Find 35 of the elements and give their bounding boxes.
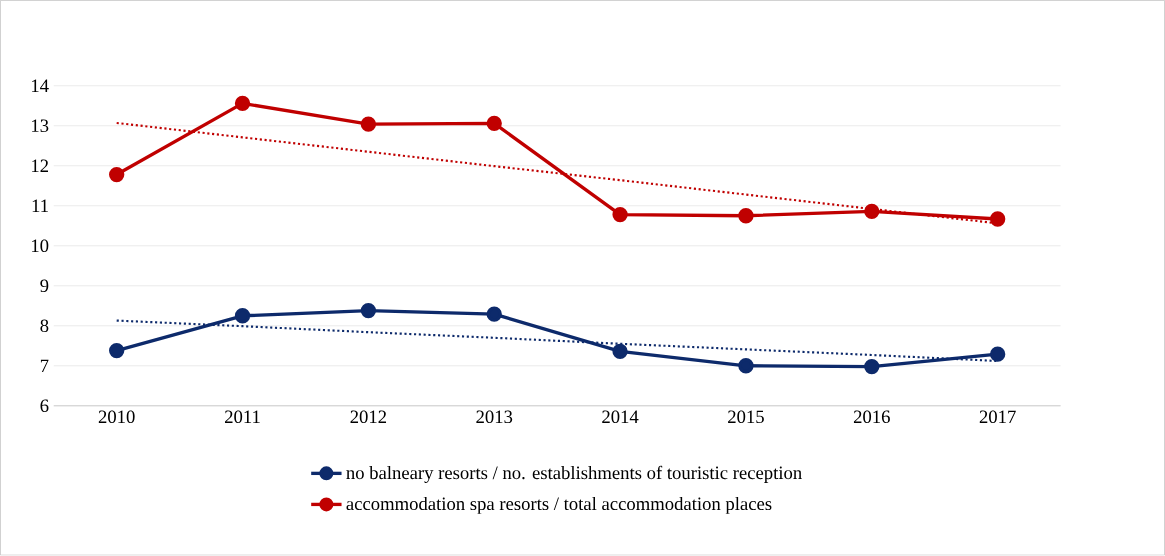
point bbox=[234, 95, 251, 112]
point bbox=[989, 346, 1006, 363]
y-tick-label: 8 bbox=[40, 319, 49, 333]
point bbox=[109, 343, 125, 359]
x-tick-label: 2014 bbox=[602, 410, 639, 424]
y-tick-label: 13 bbox=[32, 119, 49, 133]
x-tick-label: 2010 bbox=[98, 410, 135, 424]
point bbox=[109, 167, 125, 183]
legend-label: no balneary resorts / no. establishments of touristic reception bbox=[346, 466, 802, 484]
x-tick-label: 2012 bbox=[350, 410, 387, 424]
y-tick-label: 10 bbox=[32, 239, 49, 253]
y-tick-label: 14 bbox=[32, 79, 49, 93]
point bbox=[612, 207, 628, 223]
point bbox=[864, 359, 880, 375]
legend-label: accommodation spa resorts / total accommodation places bbox=[346, 497, 772, 515]
point bbox=[612, 343, 628, 360]
x-tick-label: 2015 bbox=[728, 410, 764, 424]
x-tick-label: 2011 bbox=[225, 410, 260, 424]
point bbox=[738, 208, 754, 224]
y-tick-label: 9 bbox=[40, 279, 49, 293]
point bbox=[486, 115, 502, 132]
x-tick-label: 2017 bbox=[979, 410, 1016, 424]
y-tick-label: 11 bbox=[32, 199, 48, 213]
point bbox=[360, 303, 377, 319]
point bbox=[989, 211, 1006, 227]
point bbox=[864, 203, 880, 220]
point bbox=[738, 358, 754, 374]
y-tick-label: 6 bbox=[40, 399, 49, 413]
point bbox=[234, 308, 251, 324]
point bbox=[486, 306, 502, 323]
y-tick-label: 12 bbox=[32, 159, 49, 173]
y-tick-label: 7 bbox=[40, 359, 49, 373]
x-tick-label: 2016 bbox=[853, 410, 890, 424]
point bbox=[360, 116, 377, 133]
x-tick-label: 2013 bbox=[476, 410, 513, 424]
